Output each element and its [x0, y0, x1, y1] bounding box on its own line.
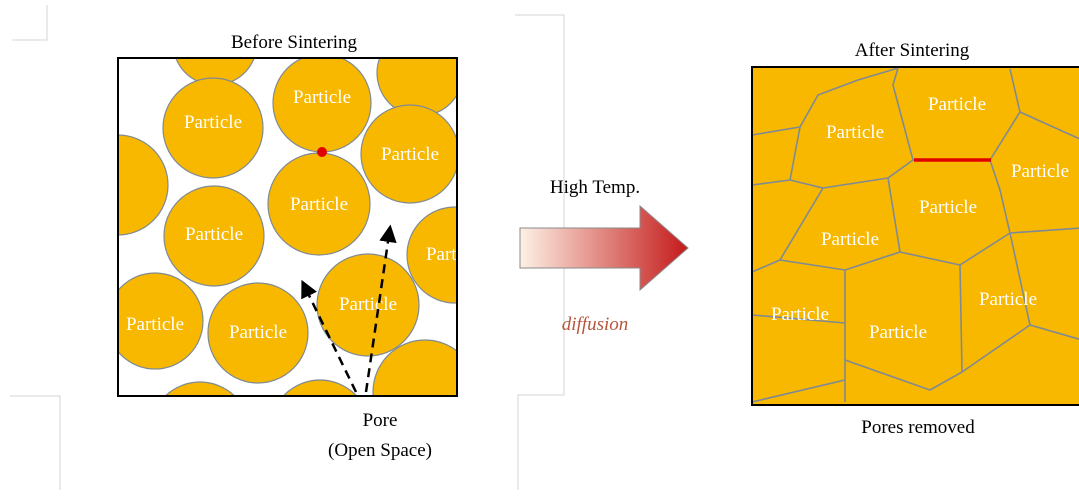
particle — [282, 379, 358, 396]
particle — [360, 104, 457, 204]
before-sintering-panel: Particle Particle Particle Particle Particle… — [117, 57, 484, 397]
before-sintering-title: Before Sintering — [231, 32, 358, 53]
particle — [162, 77, 264, 179]
particle-label: Particle — [126, 314, 184, 335]
particle-label: Particle — [184, 112, 242, 133]
contact-point — [317, 147, 327, 157]
grain-label: Particle — [821, 229, 879, 250]
diffusion-arrow-right — [364, 224, 397, 393]
grain-label: Particle — [979, 289, 1037, 310]
particle — [372, 339, 457, 396]
particle — [316, 253, 420, 357]
particle-group: Particle Particle Particle Particle Particle… — [118, 58, 484, 396]
open-space-label: (Open Space) — [328, 440, 432, 461]
particle-label: Particle — [381, 144, 439, 165]
particle-label: Particle — [290, 194, 348, 215]
grain-label: Particle — [771, 304, 829, 325]
grain-label: Particle — [1011, 161, 1069, 182]
particle — [118, 272, 204, 370]
pore-label: Pore — [363, 410, 398, 431]
particle-label: Particle — [339, 294, 397, 315]
grain-label: Particle — [919, 197, 977, 218]
diffusion-arrow-left — [301, 279, 358, 393]
grain-label: Particle — [869, 322, 927, 343]
diffusion-path-arrows — [301, 224, 397, 393]
grain-label: Particle — [826, 122, 884, 143]
pores-removed-caption: Pores removed — [861, 417, 975, 438]
particle-label: Particle — [185, 224, 243, 245]
particle — [376, 58, 457, 117]
particle-label: Particle — [229, 322, 287, 343]
particle-label: Particle — [426, 244, 484, 265]
particle — [163, 185, 265, 287]
process-arrow — [519, 204, 689, 292]
particle-label: Particle — [293, 87, 351, 108]
particle — [207, 282, 309, 384]
high-temp-label: High Temp. — [550, 177, 640, 198]
diffusion-label: diffusion — [562, 314, 629, 335]
particle — [164, 381, 236, 396]
grain-label-group: Particle Particle Particle Particle Particle… — [771, 94, 1069, 343]
background-frame-lines — [10, 5, 565, 490]
grain-boundaries — [752, 67, 1079, 403]
after-sintering-panel: Particle Particle Particle Particle Particle… — [751, 66, 1079, 406]
particle — [118, 134, 169, 236]
after-sintering-title: After Sintering — [855, 40, 970, 61]
particle — [406, 206, 457, 304]
grain-label: Particle — [928, 94, 986, 115]
